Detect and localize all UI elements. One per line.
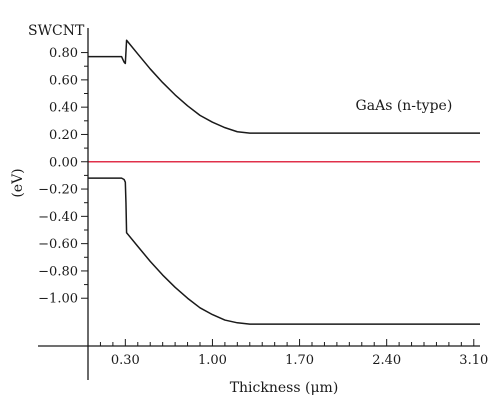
y-tick-label: −0.60 xyxy=(38,237,78,252)
y-tick-label: 0.40 xyxy=(49,101,78,116)
y-tick-label: −0.20 xyxy=(38,183,78,198)
x-tick-label: 1.70 xyxy=(285,353,314,368)
series-line-0 xyxy=(88,39,480,134)
y-tick-label: 0.00 xyxy=(49,155,78,170)
annotation-label: SWCNT xyxy=(28,23,85,39)
y-tick-label: −1.00 xyxy=(38,292,78,307)
x-tick-label: 2.40 xyxy=(372,353,401,368)
y-tick-label: 0.60 xyxy=(49,73,78,88)
x-tick-label: 0.30 xyxy=(111,353,140,368)
x-tick-label: 1.00 xyxy=(198,353,227,368)
y-tick-label: −0.40 xyxy=(38,210,78,225)
annotation-label: GaAs (n-type) xyxy=(356,98,453,114)
annotations: SWCNT GaAs (n-type) xyxy=(28,23,452,114)
y-tick-label: 0.80 xyxy=(49,46,78,61)
y-tick-label: −0.80 xyxy=(38,264,78,279)
tick-labels: 0.80 0.60 0.40 0.20 0.00 −0.20 −0.40 −0.60 −0.80… xyxy=(38,46,488,368)
axes xyxy=(38,28,480,380)
x-tick-label: 3.10 xyxy=(459,353,488,368)
y-axis-label: (eV) xyxy=(10,168,26,197)
y-tick-label: 0.20 xyxy=(49,128,78,143)
ticks xyxy=(81,52,475,346)
x-axis-label: Thickness (μm) xyxy=(230,380,339,396)
curves xyxy=(88,39,480,325)
series-line-2 xyxy=(88,177,480,325)
